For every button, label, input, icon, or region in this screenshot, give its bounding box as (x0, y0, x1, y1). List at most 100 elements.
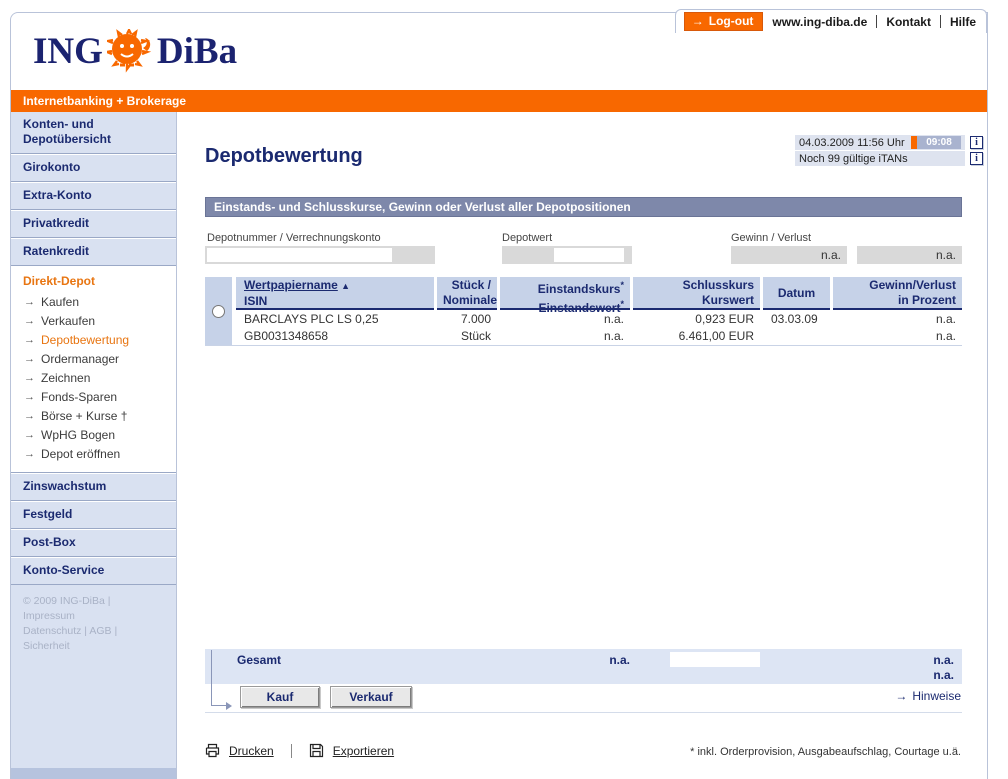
logout-label: Log-out (708, 14, 754, 28)
row-select-cell (205, 277, 232, 345)
info-icon[interactable]: i (970, 136, 983, 149)
main-card: ING DiBa Internetbanking + Brokerage (10, 12, 988, 779)
sidebar-item-kontenuebersicht[interactable]: Konten- und Depotübersicht (11, 112, 176, 154)
session-itan-row: Noch 99 gültige iTANs (795, 151, 965, 166)
sidebar-item-ratenkredit[interactable]: Ratenkredit (11, 238, 176, 266)
export-disk-icon (309, 743, 324, 758)
arrow-right-icon: → (24, 372, 35, 384)
sidebar-item-postbox[interactable]: Post-Box (11, 529, 176, 557)
cell-stueck: 7.000 Stück (437, 310, 497, 345)
arrow-right-icon: → (24, 448, 35, 460)
sidebar-item-boerse-kurse[interactable]: → Börse + Kurse † (11, 407, 176, 426)
sort-link[interactable]: Wertpapiername (244, 278, 338, 292)
item-label: Fonds-Sparen (41, 390, 118, 404)
top-utility-bar: → Log-out www.ing-diba.de Kontakt Hilfe (674, 9, 987, 33)
exportieren-link[interactable]: Exportieren (332, 743, 395, 758)
content-bottom-border (205, 712, 962, 713)
sidebar-item-depotbewertung[interactable]: → Depotbewertung (11, 331, 176, 350)
item-label: Ordermanager (41, 352, 120, 366)
divider (876, 15, 878, 28)
gewinn-prozent-field: n.a. (857, 246, 962, 264)
product-banner: Internetbanking + Brokerage (11, 90, 987, 112)
sidebar-item-zeichnen[interactable]: → Zeichnen (11, 369, 176, 388)
page-title: Depotbewertung (205, 145, 363, 167)
sidebar-item-wphg-bogen[interactable]: → WpHG Bogen (11, 426, 176, 445)
gesamt-gewinn-verlust: n.a. (933, 653, 954, 667)
cell-line: n.a. (935, 329, 956, 343)
cell-einstand: n.a. n.a. (500, 310, 630, 345)
sidebar-item-ordermanager[interactable]: → Ordermanager (11, 350, 176, 369)
col-header-datum: Datum (763, 277, 830, 310)
item-label: Kaufen (41, 295, 80, 309)
cell-datum: 03.03.09 (763, 310, 830, 345)
col-header-gewinn-verlust: Gewinn/Verlust in Prozent (833, 277, 962, 310)
hinweise-label: Hinweise (912, 689, 961, 703)
gesamt-row: Gesamt n.a. n.a. n.a. (205, 649, 962, 684)
header-line: Kurswert (701, 293, 754, 307)
security-isin: GB0031348658 (244, 329, 329, 343)
arrow-right-icon: → (24, 410, 35, 422)
position-radio[interactable] (212, 304, 225, 318)
redacted-value (670, 652, 760, 667)
brand-text-ing: ING (33, 30, 103, 72)
sidebar-item-girokonto[interactable]: Girokonto (11, 154, 176, 182)
sidebar-section-direkt-depot: Direkt-Depot → Kaufen → Verkaufen → Depotbe… (11, 266, 176, 473)
header-line: in Prozent (897, 293, 956, 307)
sidebar-section-title: Direkt-Depot (23, 274, 96, 288)
depotnummer-field[interactable] (205, 246, 435, 264)
legal-line-1: © 2009 ING-DiBa | Impressum (23, 595, 111, 622)
header-line: Einstandswert (538, 301, 621, 315)
sidebar-item-depot-eroeffnen[interactable]: → Depot eröffnen (11, 445, 176, 464)
col-header-wertpapiername: Wertpapiername ▲ ISIN (236, 277, 434, 310)
session-timer: 09:08 (911, 136, 961, 149)
cell-wertpapiername: BARCLAYS PLC LS 0,25 GB0031348658 (236, 310, 434, 345)
sidebar-legal[interactable]: © 2009 ING-DiBa | Impressum Datenschutz … (11, 585, 176, 663)
arrow-right-icon: → (24, 334, 35, 346)
sidebar-item-kaufen[interactable]: → Kaufen (11, 293, 176, 312)
arrow-right-icon: → (24, 315, 35, 327)
footnote-marker: * (620, 280, 624, 290)
header-line: Stück / (451, 278, 491, 292)
gesamt-einstandswert: n.a. (609, 653, 630, 667)
sidebar-item-extrakonto[interactable]: Extra-Konto (11, 182, 176, 210)
link-website[interactable]: www.ing-diba.de (772, 14, 868, 29)
verkauf-button[interactable]: Verkauf (330, 686, 412, 708)
drucken-link[interactable]: Drucken (229, 743, 274, 758)
action-connector-line (211, 650, 226, 706)
item-label: WpHG Bogen (41, 428, 116, 442)
depotnummer-label: Depotnummer / Verrechnungskonto (207, 232, 381, 244)
cell-line: n.a. (603, 312, 624, 326)
sidebar-item-verkaufen[interactable]: → Verkaufen (11, 312, 176, 331)
sidebar-item-privatkredit[interactable]: Privatkredit (11, 210, 176, 238)
arrow-right-icon: → (24, 429, 35, 441)
timer-value: 09:08 (926, 137, 952, 148)
gewinn-verlust-label: Gewinn / Verlust (731, 232, 812, 244)
kauf-button[interactable]: Kauf (240, 686, 320, 708)
item-label: Börse + Kurse † (41, 409, 128, 423)
link-kontakt[interactable]: Kontakt (886, 14, 931, 29)
link-hilfe[interactable]: Hilfe (949, 14, 976, 29)
sidebar-item-konto-service[interactable]: Konto-Service (11, 557, 176, 585)
cell-line: 6.461,00 EUR (678, 329, 754, 343)
item-label: Zeichnen (41, 371, 91, 385)
arrow-right-icon: → (24, 391, 35, 403)
cell-line: n.a. (603, 329, 624, 343)
hinweise-link[interactable]: → Hinweise (895, 689, 961, 703)
info-icon[interactable]: i (970, 152, 983, 165)
banner-label: Internetbanking + Brokerage (23, 94, 187, 108)
footnote-marker: * (620, 299, 624, 309)
main-content: Depotbewertung 04.03.2009 11:56 Uhr 09:0… (177, 112, 987, 779)
row-divider (205, 345, 962, 346)
session-datetime: 04.03.2009 11:56 Uhr (799, 136, 905, 149)
brand-text-diba: DiBa (156, 30, 238, 72)
arrow-right-icon: → (24, 353, 35, 365)
sidebar-item-zinswachstum[interactable]: Zinswachstum (11, 473, 176, 501)
sidebar-item-festgeld[interactable]: Festgeld (11, 501, 176, 529)
redacted-value (207, 248, 392, 262)
header-line: Gewinn/Verlust (869, 278, 956, 292)
cell-line: n.a. (935, 312, 956, 326)
gesamt-gewinn-prozent: n.a. (933, 668, 954, 682)
sidebar-item-fonds-sparen[interactable]: → Fonds-Sparen (11, 388, 176, 407)
logout-button[interactable]: → Log-out (683, 12, 764, 31)
security-name: BARCLAYS PLC LS 0,25 (244, 312, 379, 326)
